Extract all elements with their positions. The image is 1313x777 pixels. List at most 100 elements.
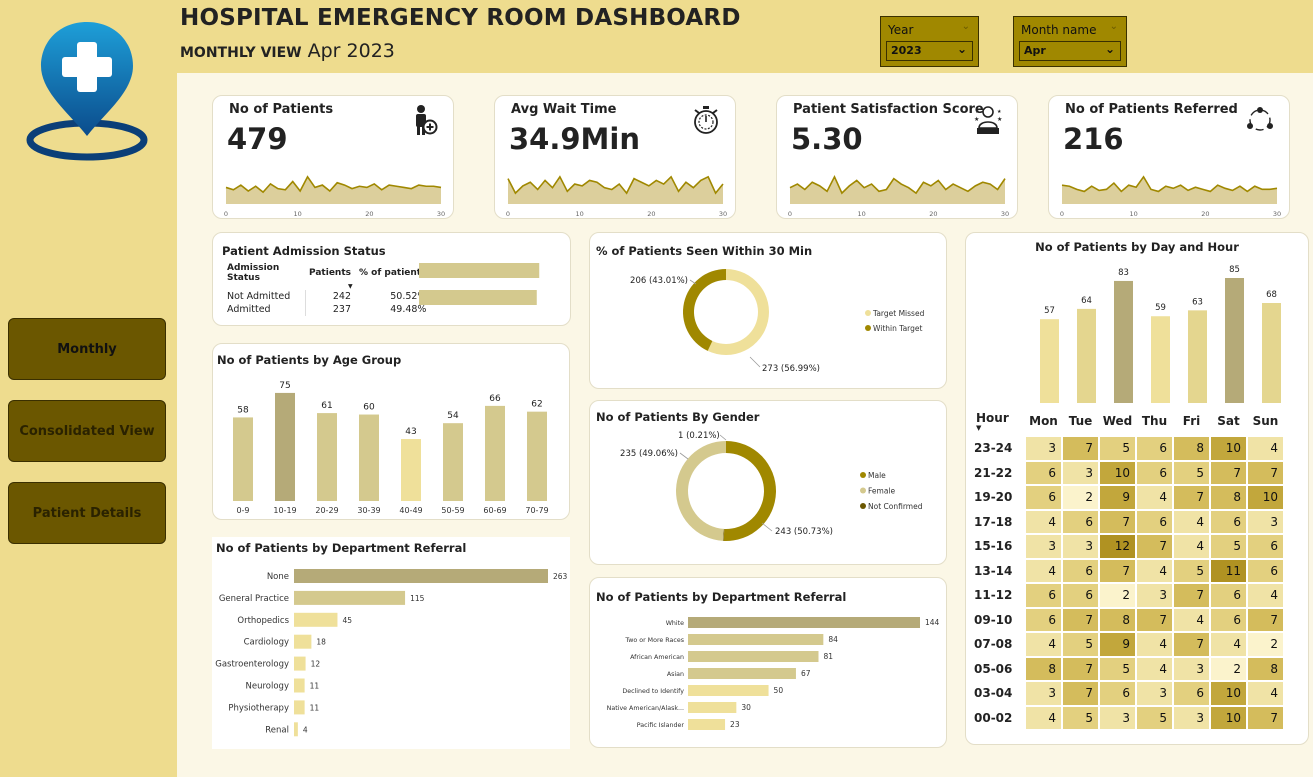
day-bar[interactable] (1077, 308, 1096, 403)
heatmap-cell[interactable]: 6 (1063, 584, 1098, 607)
heatmap-cell[interactable]: 10 (1211, 682, 1246, 705)
heatmap-cell[interactable]: 4 (1026, 559, 1061, 582)
heatmap-cell[interactable]: 8 (1026, 657, 1061, 680)
heatmap-cell[interactable]: 3 (1026, 535, 1061, 558)
admission-bar[interactable] (419, 290, 537, 305)
age-bar[interactable] (485, 405, 505, 501)
heatmap-cell[interactable]: 4 (1137, 559, 1172, 582)
heatmap-cell[interactable]: 5 (1174, 559, 1209, 582)
col-header[interactable]: Admission Status (227, 263, 280, 283)
age-bar[interactable] (317, 413, 337, 501)
heatmap-cell[interactable]: 6 (1137, 461, 1172, 484)
race-bar[interactable] (688, 651, 819, 662)
age-bar[interactable] (233, 417, 253, 501)
heatmap-cell[interactable]: 3 (1137, 682, 1172, 705)
heatmap-cell[interactable]: 4 (1137, 633, 1172, 656)
wait30-slice[interactable] (683, 269, 726, 351)
age-bar[interactable] (443, 423, 463, 501)
heatmap-cell[interactable]: 6 (1211, 584, 1246, 607)
heatmap-cell[interactable]: 11 (1211, 559, 1246, 582)
monthly-button[interactable]: Monthly (8, 318, 166, 380)
heatmap-cell[interactable]: 6 (1026, 486, 1061, 509)
legend-label[interactable]: Not Confirmed (868, 502, 923, 511)
heatmap-cell[interactable]: 7 (1248, 608, 1283, 631)
day-bar[interactable] (1225, 278, 1244, 403)
heatmap-cell[interactable]: 7 (1100, 510, 1135, 533)
dept-bar[interactable] (294, 678, 305, 693)
race-bar[interactable] (688, 617, 920, 628)
col-header[interactable]: Patients (309, 268, 351, 278)
gender-slice[interactable] (723, 441, 777, 541)
heatmap-cell[interactable]: 8 (1174, 437, 1209, 460)
gender-slice[interactable] (723, 528, 725, 541)
legend-label[interactable]: Within Target (873, 324, 923, 333)
heatmap-cell[interactable]: 6 (1174, 682, 1209, 705)
heatmap-cell[interactable]: 4 (1174, 535, 1209, 558)
age-bar[interactable] (275, 392, 295, 501)
heatmap-cell[interactable]: 10 (1100, 461, 1135, 484)
year-select[interactable]: 2023 ⌄ (886, 41, 973, 61)
heatmap-cell[interactable]: 3 (1063, 461, 1098, 484)
heatmap-cell[interactable]: 10 (1211, 437, 1246, 460)
race-bar[interactable] (688, 685, 769, 696)
heatmap-cell[interactable]: 2 (1248, 633, 1283, 656)
heatmap-cell[interactable]: 3 (1100, 706, 1135, 729)
heatmap-cell[interactable]: 8 (1211, 486, 1246, 509)
heatmap-cell[interactable]: 8 (1100, 608, 1135, 631)
age-bar[interactable] (401, 439, 421, 501)
heatmap-cell[interactable]: 9 (1100, 633, 1135, 656)
heatmap-cell[interactable]: 4 (1211, 633, 1246, 656)
heatmap-cell[interactable]: 6 (1026, 584, 1061, 607)
day-header[interactable]: Thu (1141, 414, 1168, 428)
race-bar[interactable] (688, 719, 726, 730)
legend-label[interactable]: Target Missed (872, 309, 925, 318)
legend-label[interactable]: Male (868, 471, 886, 480)
heatmap-cell[interactable]: 10 (1211, 706, 1246, 729)
month-slicer[interactable]: Month name ⌄ Apr ⌄ (1013, 16, 1127, 67)
heatmap-cell[interactable]: 4 (1026, 706, 1061, 729)
heatmap-cell[interactable]: 5 (1174, 461, 1209, 484)
heatmap-cell[interactable]: 7 (1063, 437, 1098, 460)
day-header[interactable]: Sun (1252, 414, 1279, 428)
heatmap-cell[interactable]: 4 (1026, 633, 1061, 656)
heatmap-cell[interactable]: 6 (1248, 559, 1283, 582)
dept-bar[interactable] (294, 722, 298, 737)
heatmap-cell[interactable]: 5 (1100, 657, 1135, 680)
heatmap-cell[interactable]: 4 (1248, 437, 1283, 460)
hour-header[interactable]: Hour ▼ (974, 411, 1024, 435)
heatmap-cell[interactable]: 6 (1211, 608, 1246, 631)
heatmap-cell[interactable]: 5 (1063, 633, 1098, 656)
day-bar[interactable] (1151, 316, 1170, 403)
heatmap-cell[interactable]: 7 (1174, 486, 1209, 509)
heatmap-cell[interactable]: 3 (1174, 657, 1209, 680)
dept-bar[interactable] (294, 612, 338, 627)
day-header[interactable]: Fri (1182, 414, 1201, 428)
dept-bar[interactable] (294, 590, 406, 605)
heatmap-cell[interactable]: 4 (1174, 510, 1209, 533)
age-bar[interactable] (527, 411, 547, 501)
age-bar[interactable] (359, 414, 379, 501)
day-bar[interactable] (1114, 280, 1133, 403)
race-bar[interactable] (688, 634, 824, 645)
heatmap-cell[interactable]: 6 (1211, 510, 1246, 533)
day-header[interactable]: Tue (1068, 414, 1093, 428)
patient-details-button[interactable]: Patient Details (8, 482, 166, 544)
consolidated-view-button[interactable]: Consolidated View (8, 400, 166, 462)
heatmap-cell[interactable]: 2 (1100, 584, 1135, 607)
day-header[interactable]: Mon (1029, 414, 1058, 428)
heatmap-cell[interactable]: 6 (1063, 559, 1098, 582)
wait30-slice[interactable] (707, 269, 769, 355)
heatmap-cell[interactable]: 4 (1137, 486, 1172, 509)
month-select[interactable]: Apr ⌄ (1019, 41, 1121, 61)
heatmap-cell[interactable]: 2 (1063, 486, 1098, 509)
heatmap-cell[interactable]: 7 (1063, 657, 1098, 680)
legend-label[interactable]: Female (868, 487, 896, 496)
day-bar[interactable] (1262, 303, 1281, 403)
heatmap-cell[interactable]: 5 (1211, 535, 1246, 558)
col-header[interactable]: % of patients (359, 268, 427, 278)
day-bar[interactable] (1188, 310, 1207, 403)
heatmap-cell[interactable]: 4 (1137, 657, 1172, 680)
heatmap-cell[interactable]: 4 (1174, 608, 1209, 631)
year-slicer[interactable]: Year ⌄ 2023 ⌄ (880, 16, 979, 67)
day-header[interactable]: Sat (1217, 414, 1240, 428)
